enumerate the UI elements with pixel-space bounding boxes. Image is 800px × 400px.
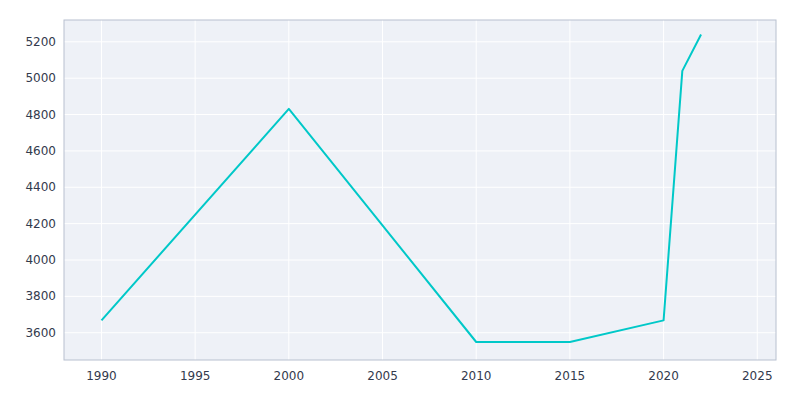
grid-line-y (64, 114, 776, 115)
grid (64, 20, 776, 360)
data-layer (101, 35, 701, 342)
y-tick-label: 3800 (25, 289, 56, 303)
x-tick-label: 2020 (648, 369, 679, 383)
y-tick-label: 4000 (25, 253, 56, 267)
line-series (101, 35, 701, 342)
x-tick-label: 2010 (461, 369, 492, 383)
y-tick-label: 5000 (25, 71, 56, 85)
grid-line-x (569, 20, 570, 360)
tick-labels: 1990 1995 2000 2005 2010 2015 2020 2025 3600 3800… (25, 35, 772, 383)
grid-line-y (64, 223, 776, 224)
y-tick-label: 4200 (25, 217, 56, 231)
chart-svg: 1990 1995 2000 2005 2010 2015 2020 2025 3600 3800… (0, 0, 800, 400)
plot-frame (64, 20, 776, 360)
plot-background (64, 20, 776, 360)
grid-line-x (757, 20, 758, 360)
x-tick-label: 2015 (555, 369, 586, 383)
y-tick-label: 3600 (25, 326, 56, 340)
grid-line-x (101, 20, 102, 360)
y-tick-label: 4800 (25, 108, 56, 122)
x-tick-label: 2025 (742, 369, 773, 383)
chart-container: 1990 1995 2000 2005 2010 2015 2020 2025 3600 3800… (0, 0, 800, 400)
grid-line-x (195, 20, 196, 360)
x-tick-label: 2005 (367, 369, 398, 383)
grid-line-y (64, 296, 776, 297)
y-tick-label: 4400 (25, 180, 56, 194)
grid-line-y (64, 332, 776, 333)
grid-line-y (64, 187, 776, 188)
y-tick-label: 5200 (25, 35, 56, 49)
grid-line-x (476, 20, 477, 360)
grid-line-x (288, 20, 289, 360)
x-tick-label: 1995 (180, 369, 211, 383)
grid-line-x (382, 20, 383, 360)
grid-line-y (64, 78, 776, 79)
grid-line-y (64, 41, 776, 42)
x-tick-label: 2000 (274, 369, 305, 383)
y-tick-label: 4600 (25, 144, 56, 158)
grid-line-y (64, 150, 776, 151)
grid-line-y (64, 260, 776, 261)
x-tick-label: 1990 (86, 369, 117, 383)
